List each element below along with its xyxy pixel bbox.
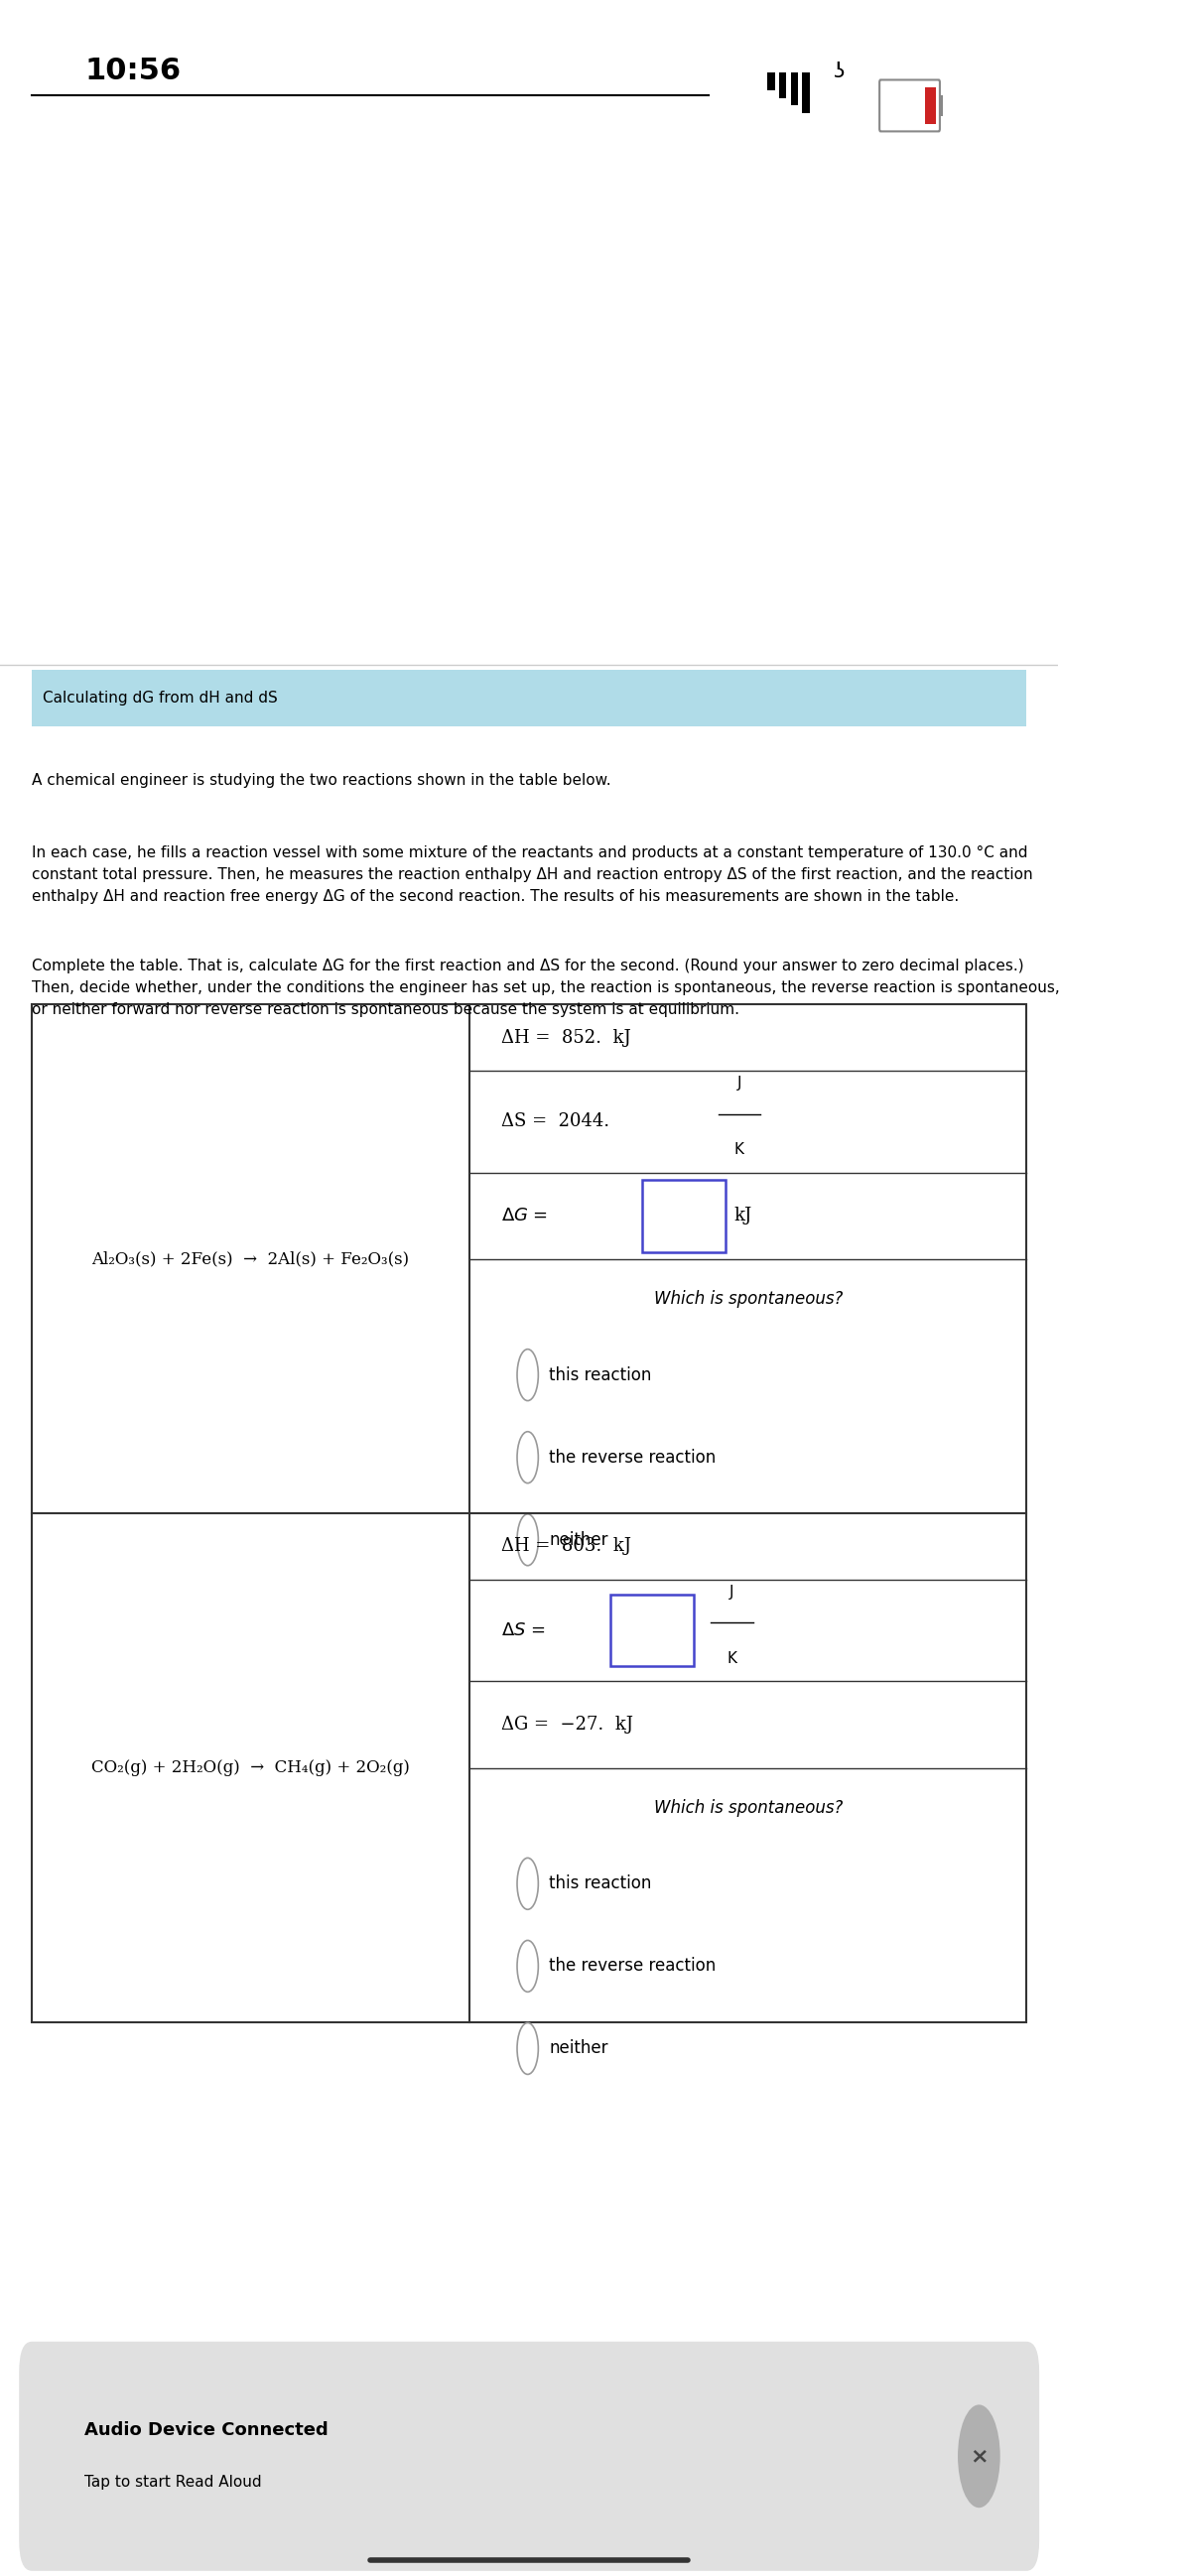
Text: this reaction: this reaction (549, 1365, 651, 1383)
FancyBboxPatch shape (939, 95, 943, 116)
Text: ΔG =  −27.  kJ: ΔG = −27. kJ (501, 1716, 634, 1734)
Text: K: K (727, 1651, 737, 1667)
Text: the reverse reaction: the reverse reaction (549, 1958, 716, 1976)
Text: ʖ: ʖ (834, 62, 844, 82)
Text: Tap to start Read Aloud: Tap to start Read Aloud (85, 2476, 262, 2488)
Text: ΔS =  2044.: ΔS = 2044. (501, 1113, 610, 1131)
Text: neither: neither (549, 1530, 607, 1548)
Text: Which is spontaneous?: Which is spontaneous? (654, 1798, 842, 1816)
FancyBboxPatch shape (791, 72, 798, 106)
FancyBboxPatch shape (610, 1595, 694, 1667)
Text: $\Delta G$ =: $\Delta G$ = (501, 1206, 550, 1224)
Text: K: K (735, 1141, 744, 1157)
Circle shape (958, 2406, 1000, 2509)
FancyBboxPatch shape (767, 72, 774, 90)
Text: ΔH =  803.  kJ: ΔH = 803. kJ (501, 1538, 631, 1556)
FancyBboxPatch shape (803, 72, 810, 113)
Text: Audio Device Connected: Audio Device Connected (85, 2421, 329, 2439)
Text: J: J (730, 1584, 734, 1600)
Text: Calculating dG from dH and dS: Calculating dG from dH and dS (43, 690, 278, 706)
Text: Al₂O₃(s) + 2Fe(s)  →  2Al(s) + Fe₂O₃(s): Al₂O₃(s) + 2Fe(s) → 2Al(s) + Fe₂O₃(s) (92, 1249, 410, 1267)
FancyBboxPatch shape (32, 1005, 1027, 2022)
FancyBboxPatch shape (32, 670, 1027, 726)
Text: CO₂(g) + 2H₂O(g)  →  CH₄(g) + 2O₂(g): CO₂(g) + 2H₂O(g) → CH₄(g) + 2O₂(g) (92, 1759, 410, 1777)
Text: A chemical engineer is studying the two reactions shown in the table below.: A chemical engineer is studying the two … (32, 773, 611, 788)
FancyBboxPatch shape (19, 2342, 1040, 2571)
Text: 10:56: 10:56 (85, 57, 181, 85)
Text: Which is spontaneous?: Which is spontaneous? (654, 1291, 842, 1309)
Text: J: J (737, 1077, 742, 1090)
FancyBboxPatch shape (642, 1180, 725, 1252)
FancyBboxPatch shape (925, 88, 936, 124)
FancyBboxPatch shape (879, 80, 940, 131)
Text: ΔH =  852.  kJ: ΔH = 852. kJ (501, 1028, 631, 1046)
Text: the reverse reaction: the reverse reaction (549, 1448, 716, 1466)
Text: kJ: kJ (734, 1206, 753, 1224)
Text: In each case, he fills a reaction vessel with some mixture of the reactants and : In each case, he fills a reaction vessel… (32, 845, 1033, 904)
Text: neither: neither (549, 2040, 607, 2058)
Text: $\Delta S$ =: $\Delta S$ = (501, 1620, 548, 1638)
Text: Complete the table. That is, calculate ΔG for the first reaction and ΔS for the : Complete the table. That is, calculate Δ… (32, 958, 1060, 1018)
Text: ×: × (969, 2447, 989, 2465)
Text: this reaction: this reaction (549, 1875, 651, 1893)
FancyBboxPatch shape (779, 72, 786, 98)
